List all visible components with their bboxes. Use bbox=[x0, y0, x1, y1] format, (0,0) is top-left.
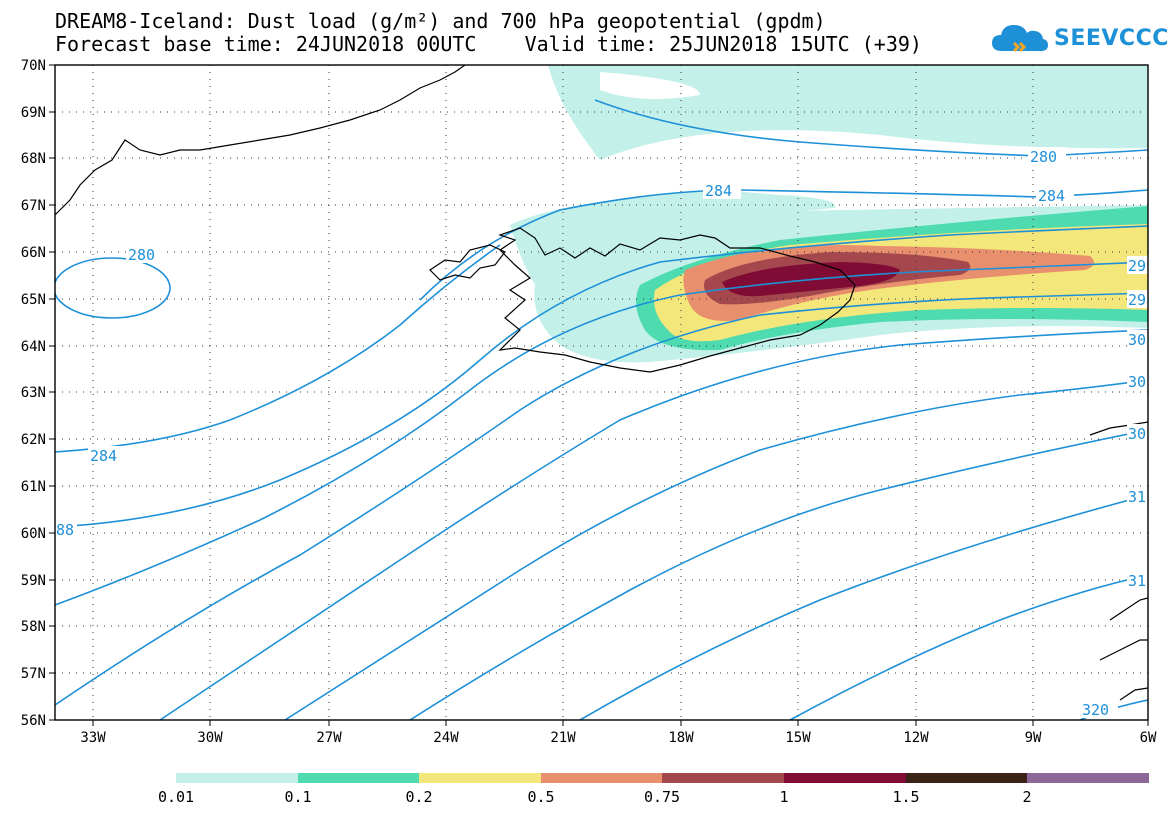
colorbar-segment bbox=[906, 773, 1027, 783]
colorbar-segment bbox=[662, 773, 784, 783]
lat-label: 60N bbox=[21, 526, 46, 542]
lon-label: 27W bbox=[316, 730, 342, 746]
westfjords-coast bbox=[429, 244, 506, 281]
iceland-coast bbox=[498, 227, 856, 373]
contour-label: 31 bbox=[1128, 488, 1146, 506]
lat-label: 69N bbox=[21, 105, 46, 121]
contour-label: 284 bbox=[1038, 187, 1065, 205]
colorbar-segment bbox=[419, 773, 541, 783]
greenland-coast bbox=[55, 65, 466, 216]
graticule bbox=[55, 65, 1148, 720]
colorbar-tick-label: 0.1 bbox=[284, 788, 311, 806]
lon-label: 33W bbox=[80, 730, 106, 746]
contour-label: 88 bbox=[56, 521, 74, 539]
lon-label: 12W bbox=[903, 730, 929, 746]
lon-label: 24W bbox=[433, 730, 459, 746]
contour-label: 320 bbox=[1082, 701, 1109, 719]
map-subtitle: Forecast base time: 24JUN2018 00UTC Vali… bbox=[55, 32, 922, 56]
colorbar-tick-label: 0.2 bbox=[405, 788, 432, 806]
lon-label: 9W bbox=[1025, 730, 1042, 746]
contour-label: 30 bbox=[1128, 373, 1146, 391]
seevccc-logo: SEEVCCC bbox=[990, 18, 1169, 58]
lon-label: 18W bbox=[668, 730, 694, 746]
contour-label: 30 bbox=[1128, 331, 1146, 349]
axis-ticks bbox=[49, 64, 1149, 726]
colorbar-segment bbox=[298, 773, 419, 783]
contour-label-group: 280 284 280 284 29 29 30 30 30 31 31 320… bbox=[55, 147, 1148, 719]
colorbar-segment bbox=[176, 773, 298, 783]
lat-label: 64N bbox=[21, 339, 46, 355]
lon-label: 15W bbox=[785, 730, 811, 746]
cloud-icon bbox=[992, 25, 1048, 53]
lat-label: 63N bbox=[21, 385, 46, 401]
logo-text: SEEVCCC bbox=[1054, 25, 1169, 51]
map-area: 280 284 280 284 29 29 30 30 30 31 31 320… bbox=[55, 65, 1148, 720]
longitude-labels: 33W 30W 27W 24W 21W 18W 15W 12W 9W 6W bbox=[80, 730, 1157, 746]
lat-label: 66N bbox=[21, 245, 46, 261]
colorbar-tick-label: 0.01 bbox=[158, 788, 194, 806]
contour-label: 29 bbox=[1128, 291, 1146, 309]
colorbar: 0.01 0.1 0.2 0.5 0.75 1 1.5 2 bbox=[158, 773, 1149, 806]
map-title: DREAM8-Iceland: Dust load (g/m²) and 700… bbox=[55, 9, 826, 33]
lon-label: 21W bbox=[550, 730, 576, 746]
lat-label: 57N bbox=[21, 666, 46, 682]
lat-label: 56N bbox=[21, 713, 46, 729]
contour-label: 30 bbox=[1128, 425, 1146, 443]
lat-label: 58N bbox=[21, 619, 46, 635]
lat-label: 62N bbox=[21, 432, 46, 448]
colorbar-tick-label: 1.5 bbox=[892, 788, 919, 806]
coastlines bbox=[55, 65, 1148, 701]
contour-label: 280 bbox=[128, 246, 155, 264]
contour-label: 31 bbox=[1128, 572, 1146, 590]
lon-label: 6W bbox=[1140, 730, 1157, 746]
colorbar-segment bbox=[541, 773, 662, 783]
latitude-labels: 70N 69N 68N 67N 66N 65N 64N 63N 62N 61N … bbox=[21, 58, 46, 729]
colorbar-segment bbox=[1027, 773, 1149, 783]
faroes-scotland-coast bbox=[1089, 421, 1148, 701]
lat-label: 65N bbox=[21, 292, 46, 308]
contour-label: 280 bbox=[1030, 148, 1057, 166]
contour-label: 29 bbox=[1128, 257, 1146, 275]
colorbar-tick-label: 0.75 bbox=[644, 788, 680, 806]
colorbar-tick-label: 0.5 bbox=[527, 788, 554, 806]
colorbar-tick-label: 1 bbox=[779, 788, 788, 806]
lon-label: 30W bbox=[197, 730, 223, 746]
lat-label: 59N bbox=[21, 573, 46, 589]
lat-label: 67N bbox=[21, 198, 46, 214]
contour-label: 284 bbox=[705, 182, 732, 200]
lat-label: 68N bbox=[21, 151, 46, 167]
contour-label: 284 bbox=[90, 447, 117, 465]
lat-label: 61N bbox=[21, 479, 46, 495]
colorbar-tick-label: 2 bbox=[1022, 788, 1031, 806]
lat-label: 70N bbox=[21, 58, 46, 74]
colorbar-segment bbox=[784, 773, 906, 783]
